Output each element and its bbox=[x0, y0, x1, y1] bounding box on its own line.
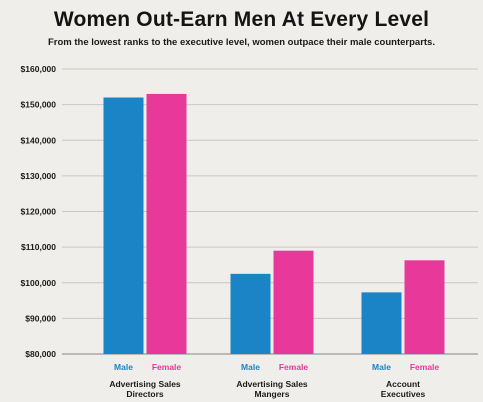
category-label: Executives bbox=[381, 389, 426, 399]
category-label: Mangers bbox=[255, 389, 290, 399]
bar-male bbox=[103, 97, 144, 354]
y-tick-label: $130,000 bbox=[21, 171, 57, 181]
y-tick-label: $140,000 bbox=[21, 135, 57, 145]
bar-male bbox=[361, 292, 402, 354]
series-label-female: Female bbox=[152, 362, 182, 372]
series-label-female: Female bbox=[279, 362, 309, 372]
bar-female bbox=[273, 250, 314, 354]
category-label: Advertising Sales bbox=[236, 379, 308, 389]
series-label-male: Male bbox=[372, 362, 391, 372]
y-tick-label: $80,000 bbox=[25, 349, 56, 359]
y-tick-label: $150,000 bbox=[21, 100, 57, 110]
series-label-male: Male bbox=[114, 362, 133, 372]
bar-male bbox=[230, 273, 271, 354]
series-label-female: Female bbox=[410, 362, 440, 372]
y-tick-label: $120,000 bbox=[21, 207, 57, 217]
y-tick-label: $100,000 bbox=[21, 278, 57, 288]
bar-female bbox=[404, 260, 445, 354]
chart-title: Women Out-Earn Men At Every Level bbox=[53, 8, 430, 31]
category-label: Directors bbox=[126, 389, 164, 399]
chart-subtitle: From the lowest ranks to the executive l… bbox=[48, 37, 435, 48]
category-label: Account bbox=[386, 379, 420, 389]
y-tick-label: $90,000 bbox=[25, 313, 56, 323]
y-tick-label: $110,000 bbox=[21, 242, 56, 252]
series-label-male: Male bbox=[241, 362, 260, 372]
bar-female bbox=[146, 93, 187, 354]
y-tick-label: $160,000 bbox=[21, 64, 57, 74]
category-label: Advertising Sales bbox=[109, 379, 181, 389]
